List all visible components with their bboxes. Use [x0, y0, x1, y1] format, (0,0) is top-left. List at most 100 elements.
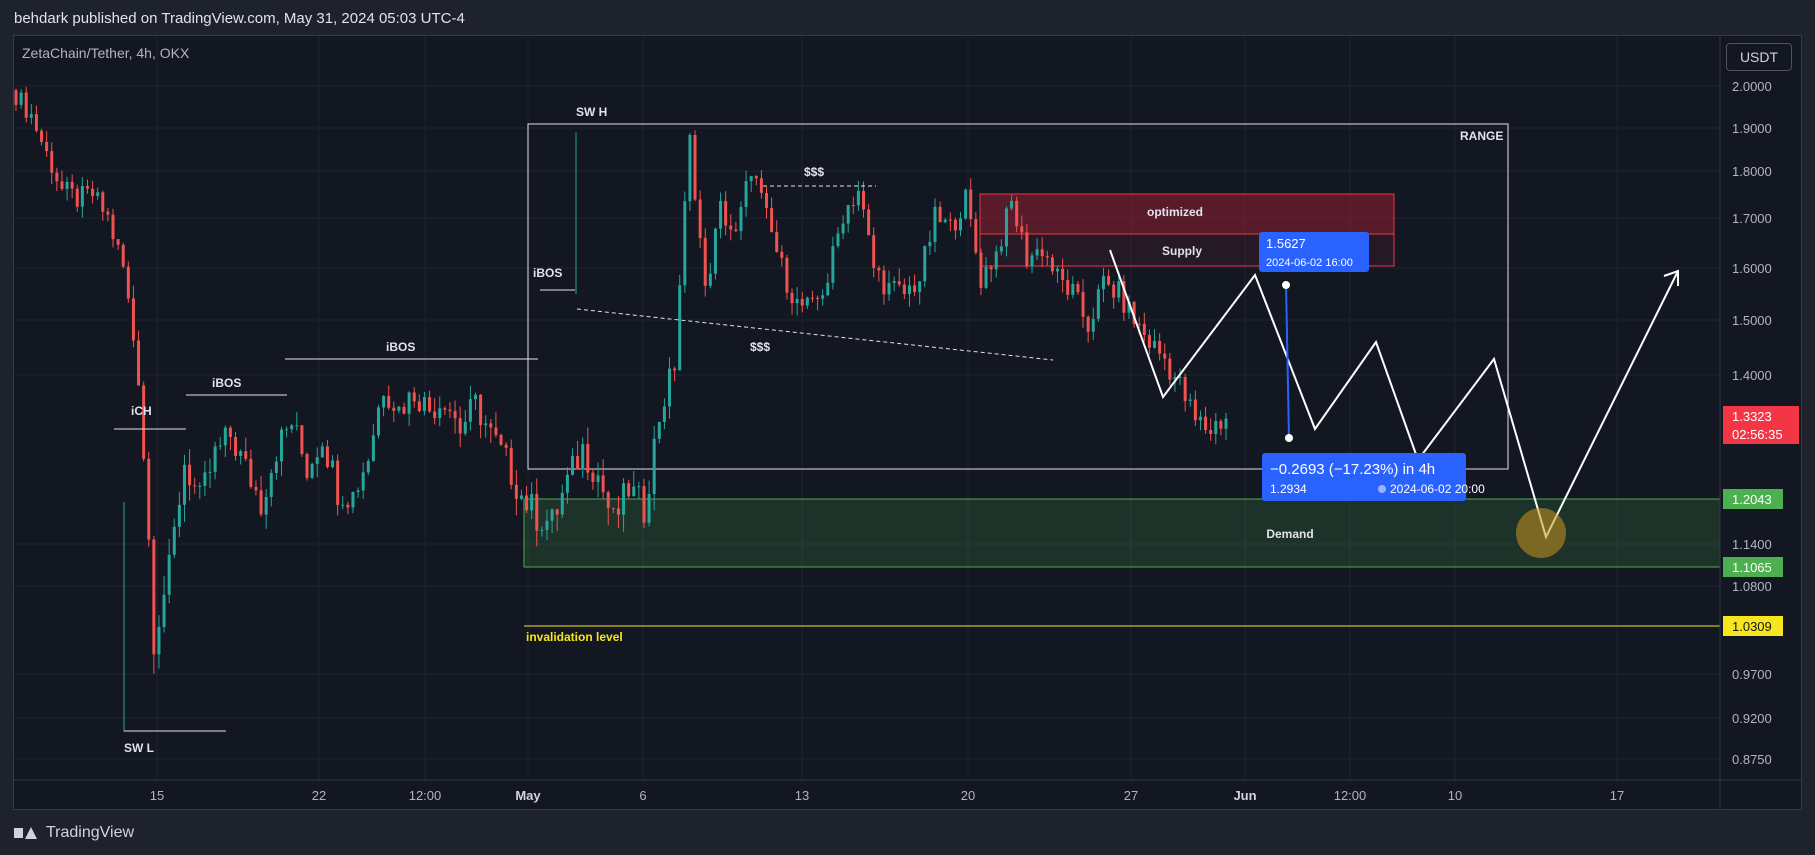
candle-body [923, 246, 927, 282]
candle-body [91, 188, 95, 196]
candle-body [463, 421, 467, 434]
candle-body [872, 235, 876, 268]
candle-body [468, 399, 472, 422]
candle-body [402, 406, 406, 414]
candle-body [719, 200, 723, 229]
candle-body [1137, 323, 1141, 325]
y-tick-label: 0.9700 [1732, 667, 1772, 682]
candle-body [846, 205, 850, 224]
candle-body [749, 176, 753, 182]
candle-body [234, 437, 238, 456]
candle-body [397, 406, 401, 411]
candle-body [560, 492, 564, 515]
candle-body [759, 178, 763, 193]
x-tick-label: 12:00 [1334, 788, 1367, 803]
candle-body [193, 485, 197, 487]
candle-body [826, 282, 830, 296]
candle-body [75, 188, 79, 207]
candle-body [1076, 283, 1080, 293]
candle-body [428, 397, 432, 412]
optimized-label: optimized [1147, 205, 1203, 219]
candle-body [34, 114, 38, 131]
currency-button[interactable]: USDT [1726, 43, 1792, 71]
candle-body [851, 205, 855, 207]
candle-body [754, 176, 758, 179]
x-tick-label: 10 [1448, 788, 1462, 803]
candle-body [514, 484, 518, 499]
candle-body [341, 504, 345, 506]
candle-body [611, 507, 615, 509]
candle-body [223, 427, 227, 446]
x-tick-label: 17 [1610, 788, 1624, 803]
candle-body [453, 411, 457, 419]
candle-body [24, 92, 28, 118]
candle-body [545, 520, 549, 531]
candle-body [29, 114, 33, 118]
chart-axes: 2.0000 1.9000 1.8000 1.7000 1.6000 1.5000 1.40… [14, 36, 1801, 810]
candle-body [525, 495, 529, 511]
candle-body [708, 273, 712, 286]
candle-body [1183, 376, 1187, 402]
candle-body [1050, 257, 1054, 272]
candle-body [862, 190, 866, 210]
candle-body [60, 181, 64, 189]
candle-body [576, 456, 580, 470]
candle-body [14, 90, 18, 105]
candle-body [177, 504, 181, 527]
candle-body [734, 229, 738, 232]
candle-body [953, 219, 957, 231]
measure-end-time: 2024-06-02 20:00 [1390, 482, 1485, 496]
candle-body [1030, 255, 1034, 267]
chart-labels: 1.5627 2024-06-02 16:00 −0.2693 (−17.23%) … [1259, 232, 1799, 636]
candle-body [795, 298, 799, 304]
candle-body [739, 206, 743, 232]
candle-body [137, 340, 141, 386]
candle-body [780, 251, 784, 258]
candle-body [959, 218, 963, 231]
candle-body [570, 456, 574, 475]
supply-label: Supply [1162, 244, 1202, 258]
candle-body [1107, 275, 1111, 285]
candle-body [1035, 249, 1039, 256]
candle-body [162, 594, 166, 627]
price-box [1723, 616, 1783, 636]
candle-body [182, 464, 186, 505]
ibos-label: iBOS [212, 376, 241, 390]
candle-body [994, 251, 998, 270]
candle-body [657, 421, 661, 439]
candle-body [55, 172, 59, 182]
candle-body [1061, 268, 1065, 280]
candle-body [591, 472, 595, 482]
candle-body [346, 504, 350, 508]
candle-body [1153, 340, 1157, 348]
candle-body [244, 451, 248, 459]
candle-body [989, 266, 993, 270]
candle-body [70, 181, 74, 189]
candle-body [1015, 200, 1019, 227]
candle-body [331, 460, 335, 468]
candle-body [601, 475, 605, 493]
candle-body [979, 252, 983, 288]
y-tick-label: 1.1400 [1732, 537, 1772, 552]
candle-body [841, 223, 845, 234]
invalidation-label: invalidation level [526, 630, 623, 644]
candle-body [1188, 399, 1192, 402]
bottom-bar [0, 810, 1815, 855]
candle-body [1127, 301, 1131, 313]
candle-body [1173, 376, 1177, 380]
candle-body [724, 200, 728, 226]
candle-body [167, 554, 171, 595]
measure-start-dot [1282, 281, 1290, 289]
candle-body [964, 189, 968, 219]
candle-body [770, 207, 774, 233]
candle-body [647, 494, 651, 523]
candle-body [142, 385, 146, 459]
candle-body [96, 192, 100, 196]
projection-path [1109, 249, 1679, 540]
candle-body [616, 508, 620, 515]
price-label-demand-bottom: 1.1065 [1732, 560, 1772, 575]
chart-frame[interactable] [13, 35, 1802, 810]
candle-body [586, 444, 590, 473]
price-box [1723, 557, 1783, 577]
